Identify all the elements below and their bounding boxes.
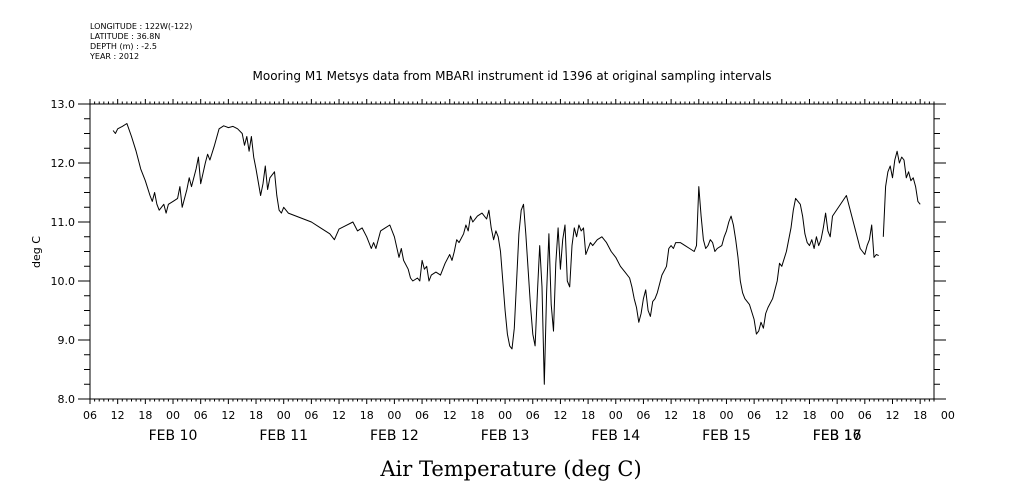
x-tick-label: 00 xyxy=(387,409,401,422)
x-tick-label: 12 xyxy=(443,409,457,422)
plot-frame xyxy=(89,103,935,400)
x-tick-label: 06 xyxy=(526,409,540,422)
year-text: YEAR : 2012 xyxy=(90,52,140,61)
x-tick-label: 12 xyxy=(221,409,235,422)
x-tick-label: 18 xyxy=(360,409,374,422)
x-tick-label: 06 xyxy=(858,409,872,422)
x-day-label: FEB 15 xyxy=(702,428,751,444)
y-tick-label: 11.0 xyxy=(51,216,76,229)
x-tick-label: 12 xyxy=(664,409,678,422)
y-tick-label: 12.0 xyxy=(51,157,76,170)
longitude-text: LONGITUDE : 122W(-122) xyxy=(90,22,193,31)
x-tick-label: 06 xyxy=(415,409,429,422)
x-tick-label: 00 xyxy=(941,409,955,422)
chart-title: Mooring M1 Metsys data from MBARI instru… xyxy=(253,69,772,83)
y-tick-label: 10.0 xyxy=(51,275,76,288)
x-tick-label: 06 xyxy=(304,409,318,422)
x-day-label: FEB 10 xyxy=(149,428,198,444)
x-tick-label: 18 xyxy=(913,409,927,422)
x-tick-label: 12 xyxy=(111,409,125,422)
latitude-text: LATITUDE : 36.8N xyxy=(90,32,161,41)
y-tick-label: 9.0 xyxy=(58,334,76,347)
x-tick-label: 00 xyxy=(166,409,180,422)
x-day-label: FEB 12 xyxy=(370,428,419,444)
x-day-label: FEB 17 xyxy=(813,428,862,444)
x-tick-label: 06 xyxy=(194,409,208,422)
data-series xyxy=(112,123,921,385)
x-day-label: FEB 16 xyxy=(813,428,862,444)
x-tick-label: 00 xyxy=(830,409,844,422)
y-axis-label: deg C xyxy=(30,236,43,268)
y-tick-label: 8.0 xyxy=(58,393,76,406)
x-tick-label: 06 xyxy=(83,409,97,422)
x-tick-label: 00 xyxy=(498,409,512,422)
y-tick-label: 13.0 xyxy=(51,98,76,111)
air-temperature-line xyxy=(882,150,921,237)
x-tick-label: 00 xyxy=(719,409,733,422)
depth-text: DEPTH (m) : -2.5 xyxy=(90,42,157,51)
x-tick-label: 12 xyxy=(332,409,346,422)
axes: 8.0 9.0 10.0 11.0 12.0 13.0 06 12 18 00 06 12 18 00 06… xyxy=(51,98,955,444)
x-tick-label: 18 xyxy=(138,409,152,422)
x-tick-label: 12 xyxy=(553,409,567,422)
x-tick-label: 18 xyxy=(470,409,484,422)
x-tick-label: 12 xyxy=(775,409,789,422)
x-tick-label: 18 xyxy=(802,409,816,422)
x-tick-label: 00 xyxy=(609,409,623,422)
air-temperature-line xyxy=(112,123,879,385)
x-tick-label: 18 xyxy=(692,409,706,422)
x-day-label: FEB 13 xyxy=(481,428,530,444)
x-tick-label: 06 xyxy=(747,409,761,422)
x-day-label: FEB 11 xyxy=(259,428,308,444)
x-tick-label: 00 xyxy=(277,409,291,422)
x-day-label: FEB 14 xyxy=(591,428,640,444)
x-tick-label: 18 xyxy=(581,409,595,422)
x-tick-label: 18 xyxy=(249,409,263,422)
x-tick-label: 06 xyxy=(636,409,650,422)
x-tick-label: 12 xyxy=(885,409,899,422)
mooring-metadata: LONGITUDE : 122W(-122) LATITUDE : 36.8N … xyxy=(90,22,192,62)
x-axis-label: Air Temperature (deg C) xyxy=(379,457,641,481)
